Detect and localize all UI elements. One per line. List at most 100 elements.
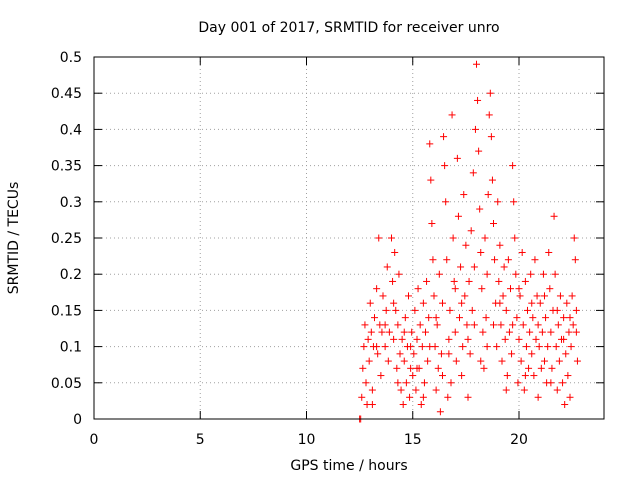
- data-point: [544, 343, 552, 351]
- data-point: [388, 234, 395, 242]
- y-axis-title: SRMTID / TECUs: [6, 182, 22, 295]
- data-point: [521, 372, 529, 380]
- data-point: [507, 285, 514, 293]
- data-point: [390, 335, 398, 343]
- data-point: [384, 357, 392, 365]
- data-point: [365, 357, 373, 365]
- data-point: [407, 364, 415, 372]
- data-point: [493, 343, 501, 351]
- data-point: [483, 343, 491, 351]
- y-tick-label: 0.5: [60, 50, 82, 66]
- data-point: [379, 292, 387, 300]
- data-point: [419, 299, 427, 307]
- data-point: [567, 343, 575, 351]
- y-tick-label: 0: [73, 412, 82, 428]
- data-point: [401, 314, 409, 322]
- data-point: [495, 277, 503, 285]
- data-point: [490, 220, 497, 228]
- data-point: [546, 285, 554, 293]
- data-point: [424, 357, 432, 365]
- data-point: [571, 256, 579, 264]
- data-point: [480, 364, 488, 372]
- data-point: [381, 343, 389, 351]
- data-point: [450, 277, 458, 285]
- data-point: [394, 379, 402, 387]
- data-point: [434, 364, 442, 372]
- data-point: [426, 140, 434, 148]
- data-point: [453, 154, 461, 162]
- data-point: [412, 386, 420, 394]
- x-axis-title: GPS time / hours: [290, 458, 407, 474]
- data-point: [481, 234, 489, 242]
- data-point: [432, 386, 440, 394]
- data-point: [419, 393, 427, 401]
- data-point: [405, 292, 412, 300]
- data-point: [391, 248, 399, 256]
- data-point: [559, 379, 567, 387]
- y-tick-label: 0.2: [60, 267, 82, 283]
- data-point: [541, 357, 548, 365]
- data-point: [553, 386, 561, 394]
- data-point: [368, 401, 376, 409]
- grid: [94, 57, 604, 419]
- data-point: [487, 133, 495, 141]
- data-point: [503, 372, 511, 380]
- data-point: [539, 270, 547, 278]
- data-point: [464, 335, 472, 343]
- data-point: [396, 350, 404, 358]
- data-point: [469, 169, 477, 177]
- data-point: [573, 357, 581, 365]
- data-point: [445, 350, 453, 358]
- axis-ticks: 0 0.05 0.1 0.15 0.2 0.25 0.3 0.35 0.4 0.45 0.5 0 5 10…: [51, 50, 604, 448]
- data-point: [393, 364, 401, 372]
- data-point: [566, 393, 574, 401]
- data-point: [426, 343, 434, 351]
- data-point: [531, 256, 539, 264]
- data-point: [541, 292, 548, 300]
- data-point: [525, 364, 533, 372]
- data-point: [361, 321, 369, 329]
- data-point: [508, 350, 516, 358]
- data-point: [427, 176, 435, 184]
- data-point: [367, 328, 375, 336]
- data-point: [468, 306, 476, 314]
- data-point: [389, 277, 397, 285]
- data-point: [538, 328, 546, 336]
- data-point: [502, 306, 510, 314]
- data-point: [458, 372, 466, 380]
- data-point: [522, 343, 530, 351]
- data-point: [496, 241, 504, 249]
- data-point: [552, 343, 560, 351]
- data-point: [569, 321, 577, 329]
- data-point: [483, 270, 491, 278]
- data-point: [360, 343, 368, 351]
- data-point: [478, 285, 486, 293]
- data-point: [542, 314, 550, 322]
- data-point: [528, 299, 536, 307]
- data-point: [482, 314, 490, 322]
- data-point: [553, 306, 561, 314]
- plot-frame: [93, 56, 605, 420]
- data-point: [513, 314, 521, 322]
- data-point: [476, 205, 484, 213]
- data-point: [385, 328, 393, 336]
- data-point: [443, 256, 451, 264]
- data-point: [373, 285, 381, 293]
- data-point: [519, 321, 527, 329]
- data-point: [464, 393, 472, 401]
- data-point: [466, 350, 474, 358]
- x-tick-label: 5: [196, 432, 205, 448]
- data-point: [359, 364, 367, 372]
- data-point: [477, 248, 485, 256]
- data-point: [375, 234, 383, 242]
- data-point: [491, 256, 499, 264]
- data-point: [451, 328, 459, 336]
- data-point: [394, 321, 402, 329]
- data-point: [437, 350, 445, 358]
- data-point: [452, 357, 460, 365]
- data-point: [511, 234, 519, 242]
- data-point: [516, 292, 524, 300]
- data-point: [446, 306, 454, 314]
- data-point: [441, 162, 449, 170]
